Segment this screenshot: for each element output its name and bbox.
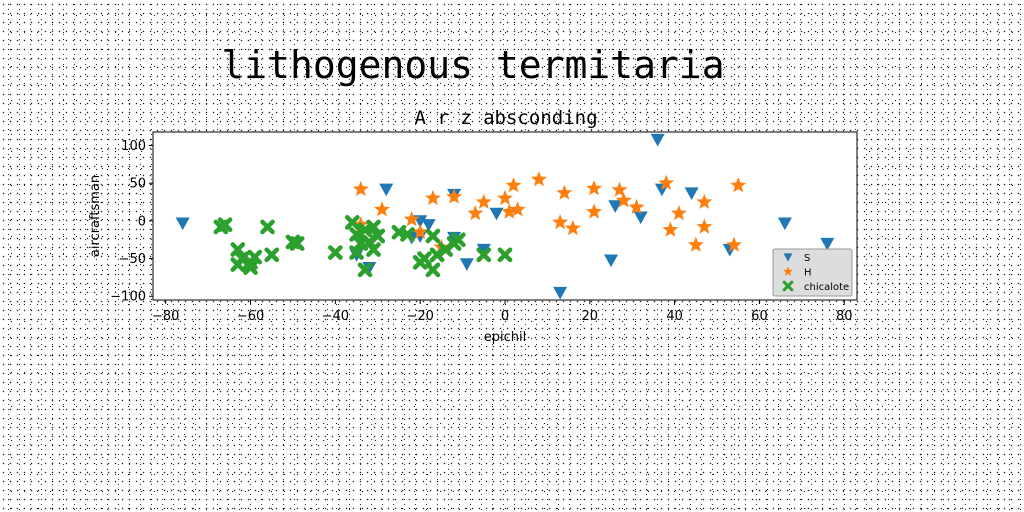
data-point-chicalote bbox=[247, 249, 263, 265]
data-point-h bbox=[670, 205, 687, 221]
data-point-s bbox=[684, 187, 699, 201]
data-point-h bbox=[352, 180, 369, 197]
legend-marker-chicalote bbox=[782, 280, 794, 292]
data-point-h bbox=[475, 193, 492, 209]
data-point-h bbox=[374, 201, 390, 217]
legend-label-h: H bbox=[804, 268, 812, 279]
x-tick-label: −40 bbox=[322, 309, 349, 324]
data-point-h bbox=[615, 192, 632, 208]
data-point-chicalote bbox=[497, 247, 513, 263]
plot-area bbox=[152, 131, 858, 301]
data-point-chicalote bbox=[417, 251, 432, 266]
data-point-s bbox=[489, 207, 504, 221]
data-points bbox=[175, 133, 835, 300]
data-point-h bbox=[658, 174, 675, 190]
data-point-h bbox=[501, 203, 518, 219]
data-point-s bbox=[650, 133, 665, 147]
chart-title: lithogenous termitaria bbox=[221, 43, 724, 87]
data-point-h bbox=[530, 171, 547, 187]
data-point-h bbox=[424, 189, 441, 206]
data-point-chicalote bbox=[264, 247, 280, 263]
data-point-chicalote bbox=[260, 219, 275, 235]
data-point-chicalote bbox=[344, 215, 360, 230]
y-axis: −100 −50 0 50 100 bbox=[110, 139, 153, 305]
data-point-h bbox=[509, 201, 526, 217]
x-tick-label: −20 bbox=[406, 309, 433, 324]
data-point-h bbox=[586, 203, 602, 219]
x-tick-label: 80 bbox=[836, 309, 853, 324]
data-point-h bbox=[467, 205, 484, 221]
data-point-s bbox=[604, 254, 619, 268]
x-axis: −80 −60 −40 −20 0 20 40 60 80 bbox=[152, 300, 853, 324]
x-tick-label: −80 bbox=[152, 309, 179, 324]
data-point-h bbox=[497, 189, 513, 206]
legend-label-s: S bbox=[804, 253, 810, 264]
data-point-s bbox=[820, 237, 835, 251]
x-tick-label: −60 bbox=[237, 309, 264, 324]
data-point-s bbox=[553, 286, 568, 300]
x-tick-label: 20 bbox=[582, 309, 599, 324]
data-point-chicalote bbox=[425, 228, 441, 244]
data-point-h bbox=[412, 223, 429, 239]
data-point-chicalote bbox=[366, 242, 381, 257]
data-point-s bbox=[777, 217, 792, 231]
data-point-s bbox=[421, 219, 436, 232]
legend-box bbox=[772, 248, 853, 297]
data-point-h bbox=[687, 236, 704, 252]
y-tick-label: 100 bbox=[121, 139, 146, 154]
y-tick-label: −50 bbox=[119, 252, 146, 267]
data-point-chicalote bbox=[450, 232, 466, 248]
data-point-h bbox=[611, 181, 628, 197]
y-tick-label: 50 bbox=[129, 177, 146, 192]
data-point-h bbox=[586, 180, 602, 196]
legend-marker-h bbox=[783, 266, 793, 276]
data-point-s bbox=[459, 258, 474, 271]
data-point-s bbox=[633, 211, 648, 225]
data-point-h bbox=[628, 198, 645, 215]
x-tick-label: 40 bbox=[666, 309, 683, 324]
legend-marker-s bbox=[783, 253, 793, 262]
data-point-chicalote bbox=[230, 242, 246, 257]
data-point-chicalote bbox=[476, 247, 492, 263]
data-point-chicalote bbox=[370, 228, 386, 244]
data-point-chicalote bbox=[217, 217, 233, 233]
data-point-chicalote bbox=[349, 245, 364, 260]
data-point-h bbox=[552, 214, 569, 230]
data-point-chicalote bbox=[357, 222, 373, 238]
data-point-chicalote bbox=[289, 236, 305, 251]
data-point-h bbox=[730, 177, 747, 193]
data-point-s bbox=[608, 200, 623, 213]
data-point-chicalote bbox=[425, 262, 441, 278]
data-point-h bbox=[726, 236, 742, 252]
legend-label-chicalote: chicalote bbox=[804, 282, 849, 293]
data-point-chicalote bbox=[400, 227, 415, 242]
data-point-h bbox=[403, 211, 420, 227]
y-axis-label: aircraftsman bbox=[88, 175, 103, 257]
data-point-s bbox=[476, 243, 491, 257]
data-point-s bbox=[175, 217, 190, 231]
data-point-h bbox=[556, 184, 573, 200]
y-tick-label: −100 bbox=[110, 290, 146, 305]
data-point-h bbox=[505, 177, 522, 193]
data-point-chicalote bbox=[429, 247, 445, 263]
data-point-h bbox=[696, 218, 713, 234]
data-point-chicalote bbox=[357, 262, 373, 278]
y-tick-label: 0 bbox=[138, 214, 146, 229]
data-point-chicalote bbox=[328, 245, 343, 260]
x-tick-label: 0 bbox=[501, 309, 509, 324]
data-point-s bbox=[379, 183, 394, 197]
data-point-chicalote bbox=[349, 227, 364, 242]
x-axis-label: epichil bbox=[484, 330, 526, 345]
data-point-h bbox=[446, 188, 463, 204]
data-point-h bbox=[696, 193, 713, 209]
data-point-h bbox=[564, 220, 581, 236]
data-point-h bbox=[662, 221, 679, 237]
chart-subtitle: A r z absconding bbox=[414, 107, 597, 129]
x-tick-label: 60 bbox=[751, 309, 768, 324]
